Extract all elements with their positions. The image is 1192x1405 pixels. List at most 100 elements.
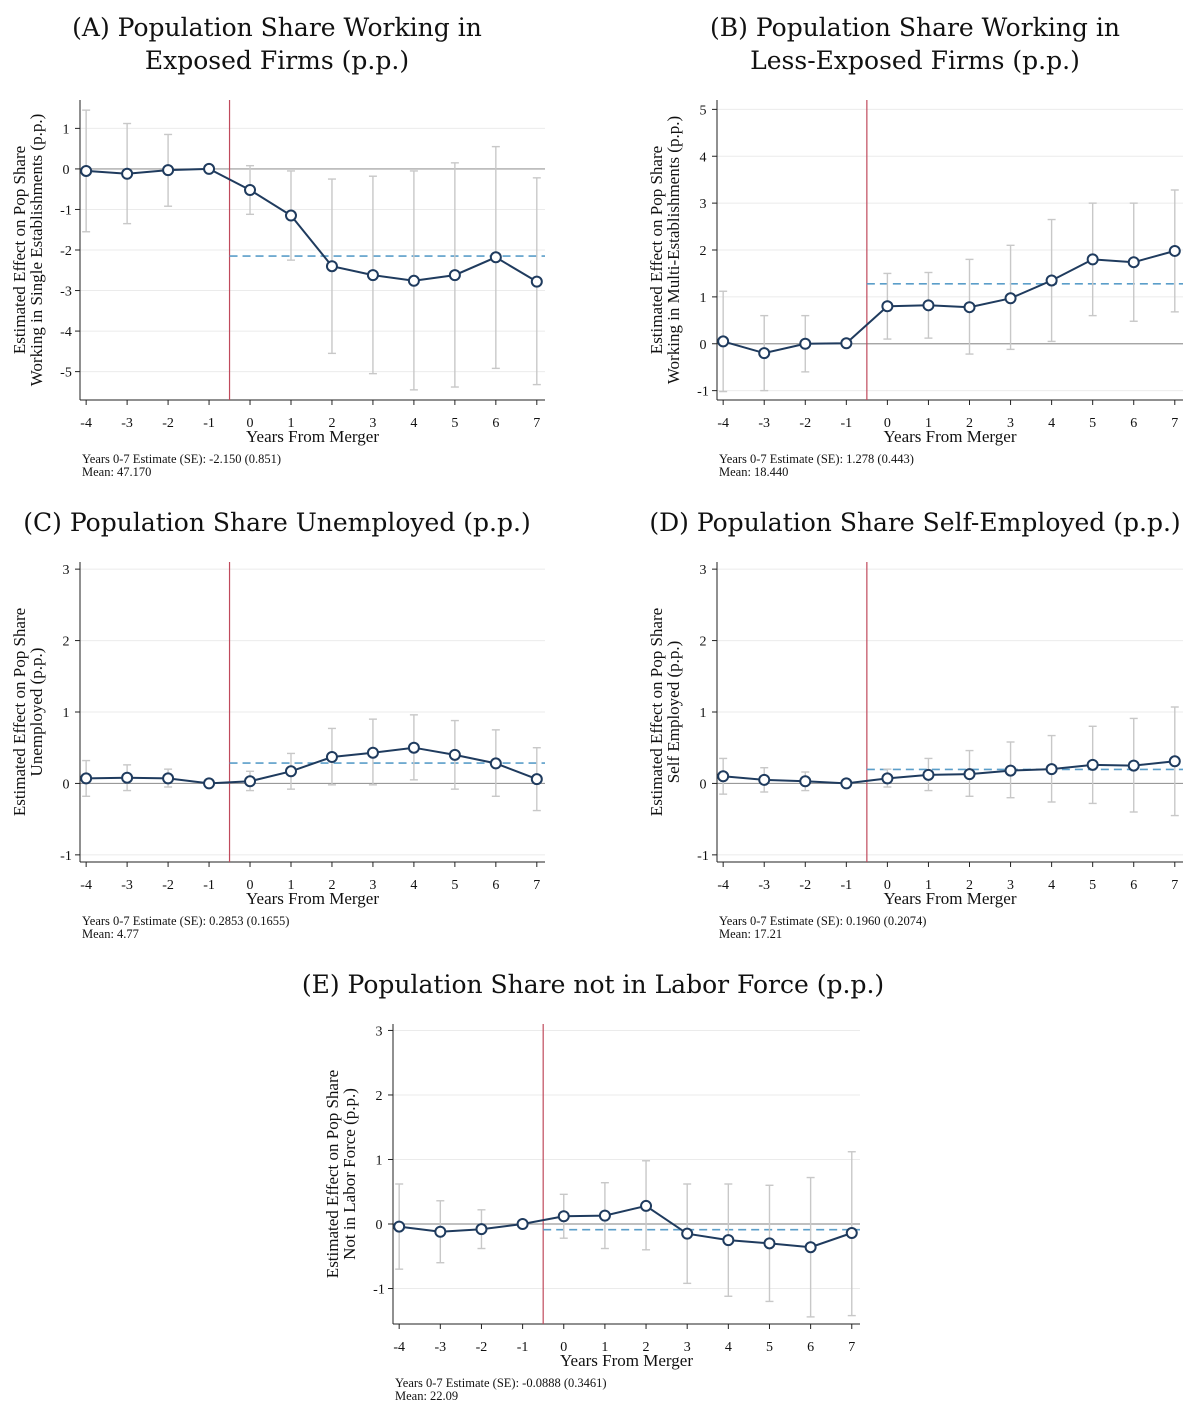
x-tick-label: 2	[966, 416, 973, 431]
data-point	[922, 768, 935, 781]
data-point	[804, 1241, 817, 1254]
data-point	[1127, 759, 1140, 772]
data-point	[881, 300, 894, 313]
y-tick-label: 0	[63, 777, 70, 792]
data-point	[1004, 764, 1017, 777]
panel-title: (C) Population Share Unemployed (p.p.)	[23, 508, 530, 537]
x-tick-label: 5	[1089, 416, 1096, 431]
x-tick-label: 3	[684, 1340, 691, 1355]
x-axis-label: Years From Merger	[246, 889, 379, 908]
x-tick-label: 1	[287, 416, 294, 431]
series-line	[399, 1204, 853, 1249]
data-point	[530, 275, 543, 288]
x-tick-label: -2	[162, 416, 174, 431]
data-point	[244, 775, 257, 788]
data-point	[681, 1227, 694, 1240]
data-point	[598, 1209, 611, 1222]
y-tick-label: -1	[697, 849, 709, 864]
data-point	[1004, 292, 1017, 305]
y-tick-label: 0	[700, 777, 707, 792]
panel-title: (B) Population Share Working in	[710, 13, 1120, 42]
x-tick-label: -3	[121, 878, 133, 893]
mean-note: Mean: 22.09	[395, 1389, 458, 1403]
panel-b: (B) Population Share Working in Less-Expo…	[647, 13, 1183, 479]
data-point	[475, 1223, 488, 1236]
x-tick-label: 0	[560, 1340, 567, 1355]
data-point	[448, 269, 461, 282]
data-point	[1045, 274, 1058, 287]
y-tick-label: 0	[376, 1218, 383, 1233]
panel-title: (A) Population Share Working in	[72, 13, 482, 42]
x-tick-label: -3	[121, 416, 133, 431]
y-tick-label: 3	[700, 197, 707, 212]
y-tick-label: 1	[63, 122, 70, 137]
data-point	[448, 748, 461, 761]
y-tick-label: 2	[700, 244, 707, 259]
mean-note: Mean: 18.440	[719, 465, 788, 479]
panel-title: Exposed Firms (p.p.)	[145, 46, 409, 75]
x-tick-label: 5	[766, 1340, 773, 1355]
x-tick-label: -2	[162, 878, 174, 893]
data-point	[722, 1234, 735, 1247]
x-tick-label: -1	[517, 1340, 529, 1355]
data-point	[407, 741, 420, 754]
series-line	[86, 746, 538, 785]
x-tick-label: 3	[1007, 416, 1014, 431]
y-tick-label: -1	[373, 1283, 385, 1298]
data-point	[1168, 244, 1181, 257]
x-tick-label: 2	[328, 416, 335, 431]
y-tick-label: 0	[700, 338, 707, 353]
data-point	[640, 1199, 653, 1212]
x-tick-label: -1	[840, 878, 852, 893]
mean-note: Mean: 4.77	[82, 927, 139, 941]
x-tick-label: -2	[799, 416, 811, 431]
y-axis-label: Self Employed (p.p.)	[664, 641, 683, 784]
y-tick-label: 1	[700, 706, 707, 721]
x-tick-label: 7	[1171, 878, 1178, 893]
x-tick-label: -3	[434, 1340, 446, 1355]
data-point	[963, 768, 976, 781]
x-tick-label: 3	[1007, 878, 1014, 893]
x-axis-label: Years From Merger	[883, 889, 1016, 908]
y-tick-label: -4	[60, 325, 72, 340]
data-point	[1168, 755, 1181, 768]
data-point	[121, 771, 134, 784]
x-tick-label: -4	[393, 1340, 405, 1355]
x-tick-label: 1	[287, 878, 294, 893]
data-point	[489, 251, 502, 264]
series-line	[722, 249, 1176, 355]
data-point	[203, 162, 216, 175]
x-tick-label: 3	[369, 878, 376, 893]
x-tick-label: 2	[328, 878, 335, 893]
data-point	[489, 757, 502, 770]
x-tick-label: 6	[492, 416, 499, 431]
y-tick-label: 1	[376, 1153, 383, 1168]
estimate-note: Years 0-7 Estimate (SE): -2.150 (0.851)	[82, 452, 281, 466]
x-tick-label: 1	[925, 416, 932, 431]
mean-note: Mean: 17.21	[719, 927, 782, 941]
data-point	[1127, 256, 1140, 269]
data-point	[758, 773, 771, 786]
y-tick-label: 4	[700, 150, 707, 165]
x-tick-label: 5	[451, 416, 458, 431]
x-tick-label: 2	[643, 1340, 650, 1355]
y-tick-label: 5	[700, 103, 707, 118]
x-tick-label: -4	[717, 416, 729, 431]
data-point	[963, 301, 976, 314]
x-tick-label: 6	[807, 1340, 814, 1355]
y-tick-label: -1	[60, 849, 72, 864]
y-tick-label: 3	[700, 563, 707, 578]
data-point	[366, 269, 379, 282]
data-point	[407, 274, 420, 287]
x-tick-label: 4	[410, 416, 417, 431]
x-tick-label: 1	[601, 1340, 608, 1355]
data-point	[1086, 758, 1099, 771]
panel-title: Less-Exposed Firms (p.p.)	[750, 46, 1080, 75]
data-point	[717, 335, 730, 348]
data-point	[799, 775, 812, 788]
x-tick-label: 6	[1130, 416, 1137, 431]
data-point	[557, 1210, 570, 1223]
x-tick-label: 0	[247, 416, 254, 431]
y-axis-label: Estimated Effect on Pop Share	[10, 608, 29, 816]
